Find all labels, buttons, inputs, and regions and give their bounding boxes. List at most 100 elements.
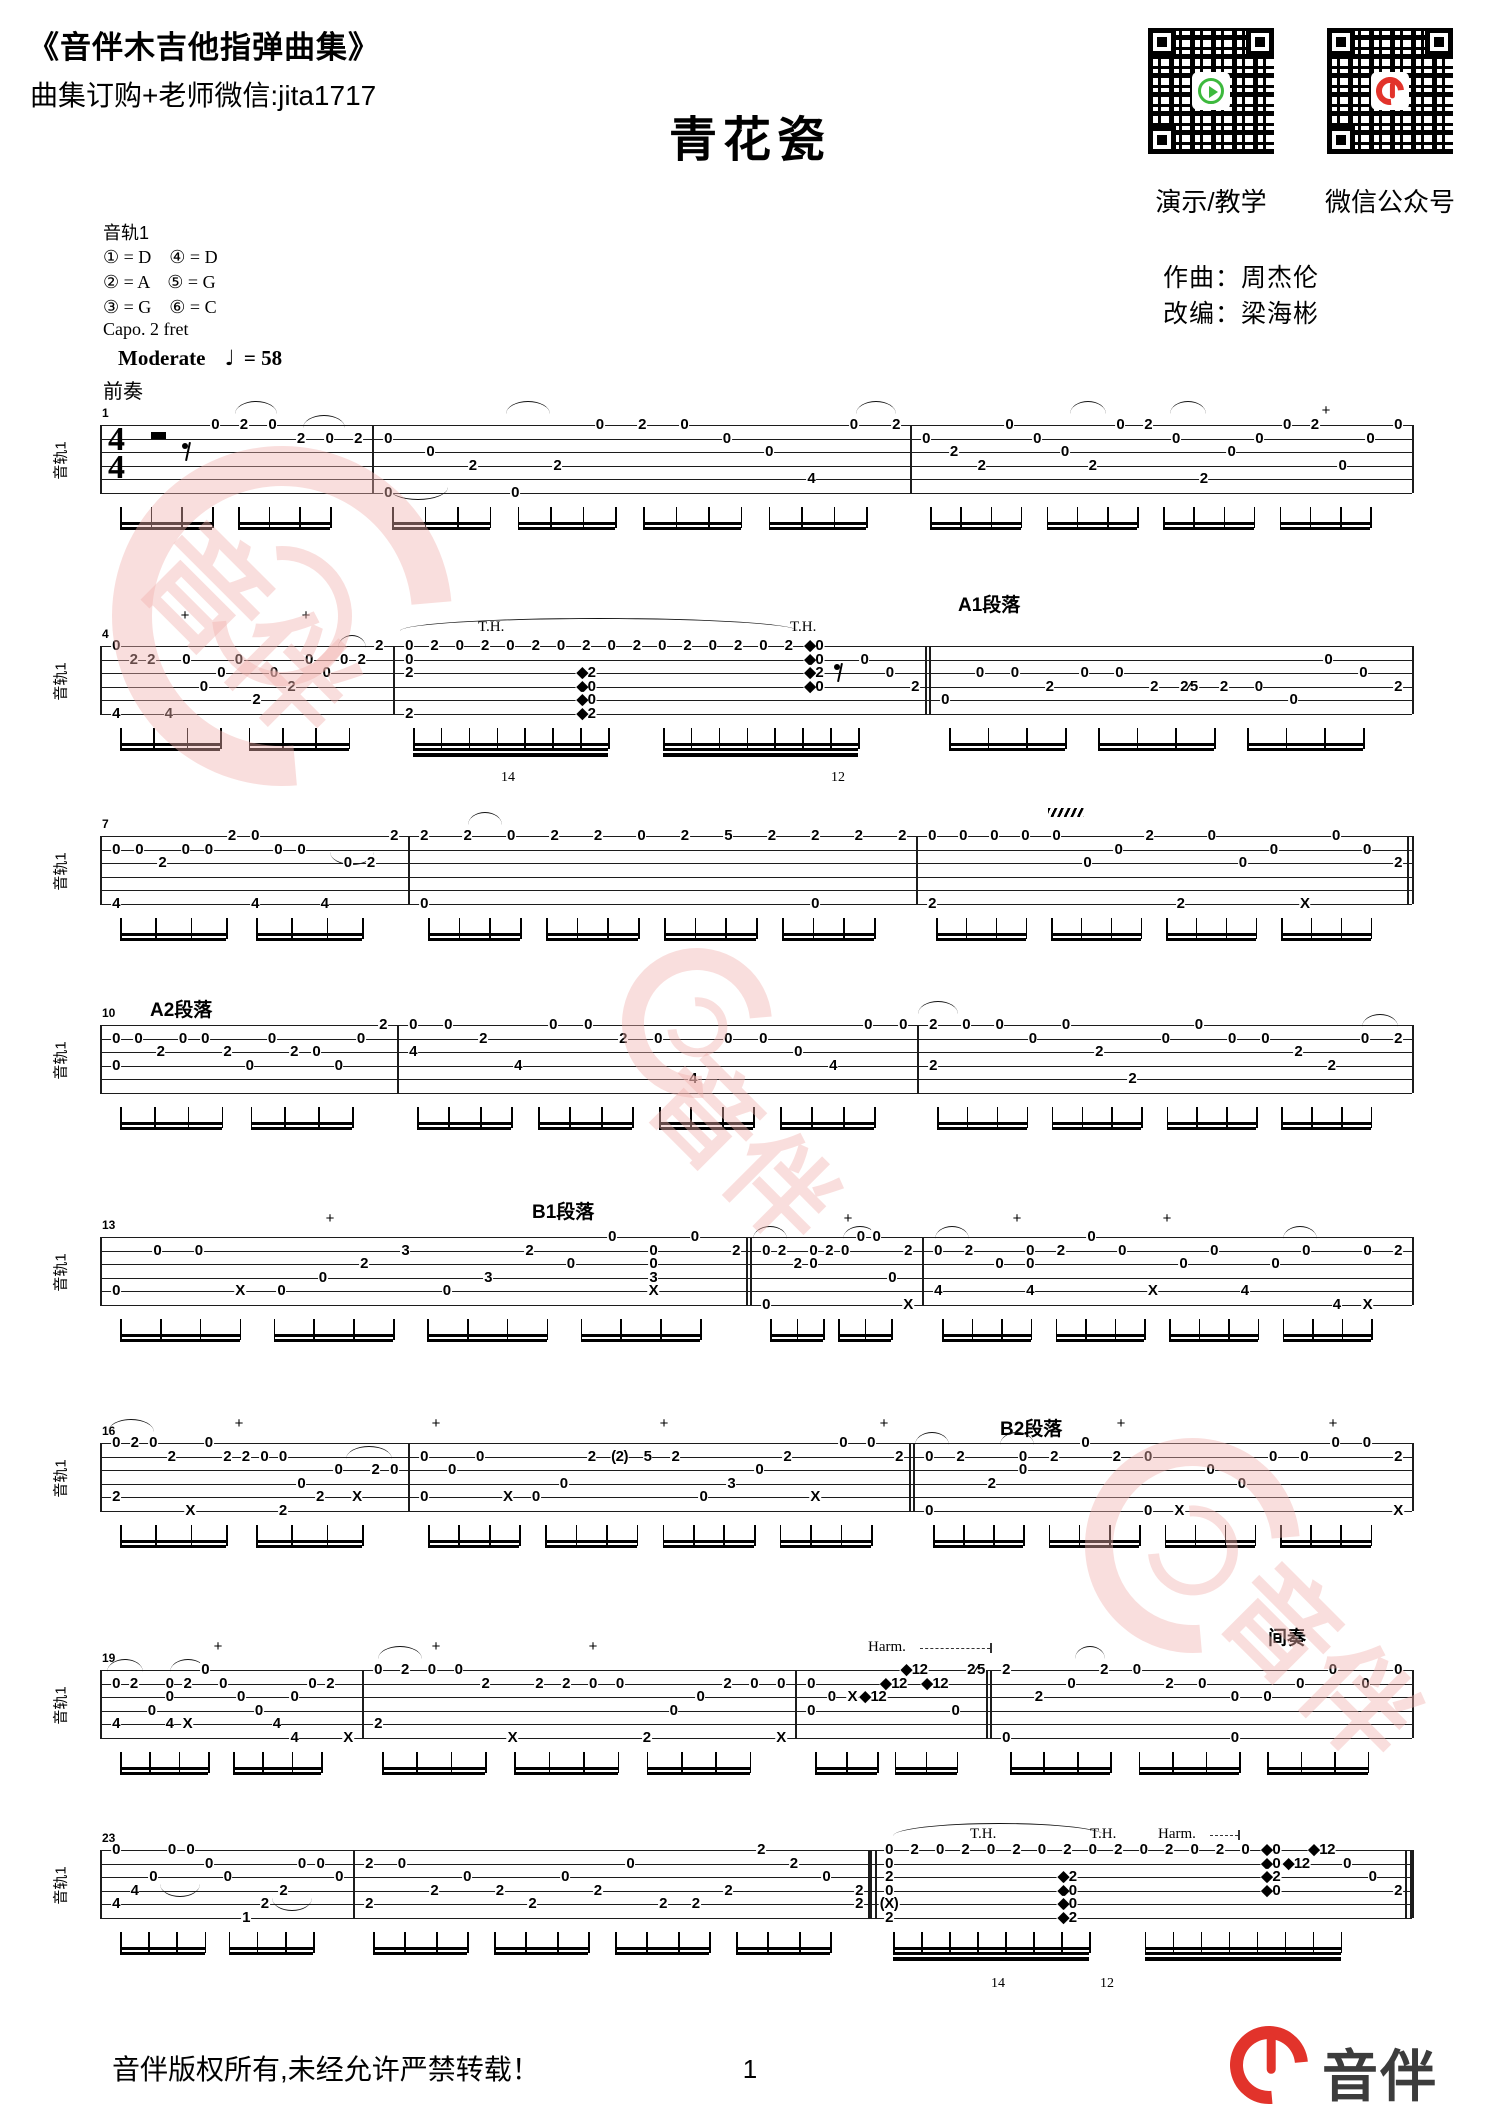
beam-stem (874, 917, 876, 939)
tab-note: ◆0 (803, 650, 825, 668)
beam-bar (373, 1951, 468, 1956)
beam-bar (494, 1951, 589, 1956)
tab-note: ◆0 (803, 677, 825, 695)
tab-note: 4 (319, 894, 330, 912)
tab-note: 0 (333, 1460, 344, 1478)
beam-bar (893, 1951, 1090, 1956)
barline (917, 1025, 919, 1093)
beam-stem (830, 1931, 832, 1953)
beam-bar (1051, 937, 1141, 942)
tab-note: 0 (887, 1268, 898, 1286)
tab-note: X (351, 1487, 363, 1505)
beam-stem (838, 1318, 840, 1340)
tab-note: 0 (1226, 442, 1237, 460)
beam-stem (1144, 1931, 1147, 1953)
beam-stem (1051, 917, 1053, 939)
tab-note: 0 (408, 1015, 418, 1033)
tab-note: 0 (383, 483, 393, 501)
staff-line (100, 1863, 1412, 1865)
tab-note: 4 (1239, 1281, 1250, 1299)
tab-note: 2 (404, 663, 414, 681)
tab-note: X (506, 1728, 519, 1746)
beam-bar (933, 1544, 1024, 1549)
beam-stem (830, 727, 832, 749)
tab-note: 0 (1237, 853, 1248, 871)
tab-note: 0 (625, 1854, 636, 1872)
beam-stem (937, 1106, 939, 1128)
beam-stem (1223, 506, 1226, 528)
qr-corner (1327, 28, 1355, 56)
beam-stem (148, 1931, 150, 1953)
tab-note: 2 (637, 415, 647, 433)
beam-stem (576, 917, 579, 939)
beam-stem (659, 1106, 661, 1128)
tempo-value: = 58 (243, 346, 283, 370)
tab-note: 2 (776, 1241, 787, 1259)
tab-note: 2 (389, 826, 399, 844)
tab-note: 0 (193, 1241, 204, 1259)
tab-note: 0 (1268, 840, 1279, 858)
tab-note: 0 (342, 853, 353, 871)
harm-dash-end (990, 1643, 992, 1653)
tab-note: 3 (400, 1241, 411, 1259)
beam-stem (120, 1106, 122, 1128)
plus-mark: + (1116, 1415, 1126, 1432)
plus-mark: + (843, 1210, 853, 1227)
staff-line (100, 1092, 1412, 1094)
tab-note: 0 (443, 1015, 453, 1033)
beam-stem (810, 1524, 812, 1546)
staff-line (100, 686, 1412, 688)
beam-stem (1026, 1106, 1029, 1128)
staff-line (100, 1670, 1412, 1672)
tuplet-number: 14 (501, 770, 515, 785)
tab-note: 0 (1178, 1254, 1189, 1272)
staff-line (100, 465, 1412, 467)
tab-note: ◆0 (1260, 1840, 1282, 1858)
tab-note: 0 (453, 1660, 464, 1678)
tab-note: 0 (210, 415, 221, 433)
play-icon (1192, 72, 1230, 110)
beam-bar (120, 1338, 240, 1343)
arranger: 改编：梁海彬 (1163, 300, 1320, 328)
system-start-barline (100, 1443, 102, 1511)
beam-stem (1137, 506, 1139, 528)
staff-line (100, 876, 1412, 878)
slur-arc (400, 618, 798, 631)
tab-note: 0 (776, 1674, 786, 1692)
tab-note: 2 (1049, 1447, 1059, 1465)
tab-note: 2 (986, 1474, 997, 1492)
beam-stem (514, 1751, 516, 1773)
measure-number: 1 (102, 406, 109, 420)
staff-line (100, 1850, 1412, 1852)
tab-note: ◆12 (920, 1674, 950, 1692)
beam-bar (937, 1121, 1027, 1126)
beam-bar (930, 526, 1021, 531)
tab-note: 0 (754, 1460, 765, 1478)
tab-note: X (1299, 894, 1311, 912)
tab-note: 2 (1062, 1840, 1073, 1858)
tab-note: 0 (355, 1029, 366, 1047)
beam-bar (228, 1951, 314, 1956)
beam-bar (1281, 932, 1371, 937)
beam-stem (930, 506, 932, 528)
barline (397, 1025, 399, 1093)
tab-note: 0 (303, 650, 314, 668)
staff-line (100, 863, 1412, 865)
tab-note: 0 (657, 636, 667, 654)
beam-stem (1312, 1318, 1314, 1340)
beam-stem (489, 506, 492, 528)
beam-bar (514, 1766, 618, 1771)
tab-note: 2 (731, 1241, 741, 1259)
tab-note: 0 (259, 1447, 270, 1465)
staff-line (100, 1724, 1412, 1726)
slur-arc (108, 1419, 154, 1432)
tab-note: 0 (565, 1254, 576, 1272)
beam-bar (780, 1126, 875, 1131)
tab-note: 0 (838, 1433, 849, 1451)
beam-stem (1023, 1524, 1025, 1546)
tab-note: ◆2 (1260, 1867, 1282, 1885)
beam-stem (1107, 506, 1109, 528)
barline (372, 425, 374, 493)
tab-note: ◆0 (1056, 1881, 1078, 1899)
